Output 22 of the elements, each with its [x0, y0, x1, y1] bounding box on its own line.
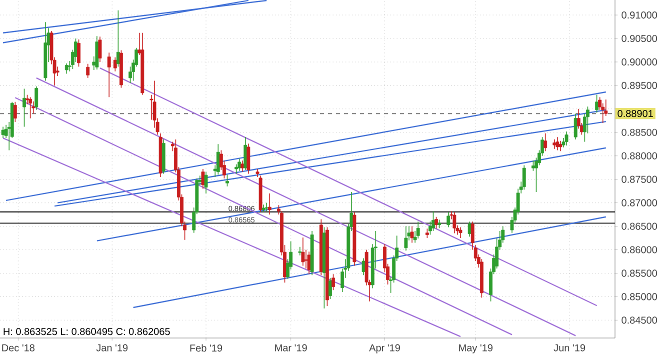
x-tick-label: Apr '19 [369, 344, 400, 354]
y-tick-label: 0.91000 [622, 11, 658, 19]
y-tick-label: 0.84500 [622, 316, 658, 324]
y-tick-label: 0.88500 [622, 128, 658, 136]
y-tick-label: 0.86000 [622, 246, 658, 254]
x-tick-label: May '19 [459, 344, 492, 354]
x-tick-label: Dec '18 [2, 344, 35, 352]
ref-line-label: 0.88901 [618, 110, 653, 118]
x-tick-label: Feb '19 [190, 344, 222, 352]
y-tick-label: 0.90500 [622, 34, 658, 42]
y-tick-label: 0.88000 [622, 152, 658, 160]
annotation: H: 0.863525 L: 0.860495 C: 0.862065 [4, 328, 170, 336]
x-tick-label: Mar '19 [275, 344, 307, 352]
y-tick-label: 0.85000 [622, 293, 658, 300]
y-tick-label: 0.89500 [622, 82, 658, 89]
y-tick-label: 0.87000 [622, 199, 658, 206]
y-tick-label: 0.85500 [622, 270, 658, 277]
x-tick-label: Jun '19 [554, 344, 586, 352]
y-tick-label: 0.86500 [622, 222, 658, 230]
y-tick-label: 0.90000 [622, 58, 658, 66]
y-tick-label: 0.87500 [622, 176, 658, 183]
x-tick-label: Jan '19 [96, 344, 128, 352]
